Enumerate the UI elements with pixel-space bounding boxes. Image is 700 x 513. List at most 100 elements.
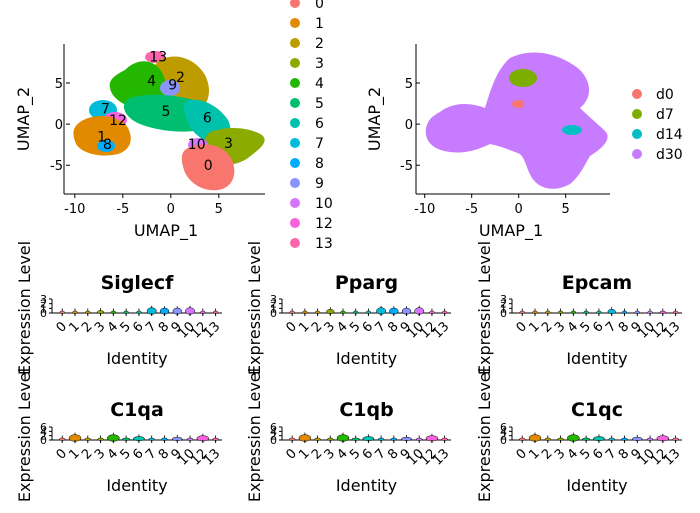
y-tick-label: 3 [270,293,277,306]
legend-label-4: 4 [315,76,324,92]
umap-clusters-y-label: UMAP_2 [14,87,34,151]
umap-timepoint-d30-region [425,52,608,189]
x-tick-label: -5 [465,202,478,217]
legend-swatch-d0 [632,89,642,99]
cluster-label-5: 5 [162,104,171,120]
legend-label-12: 12 [315,216,333,232]
legend-label-d14: d14 [656,127,683,143]
cluster-label-0: 0 [204,158,213,174]
y-tick-label: 2 [270,298,277,311]
x-tick-label: 13 [661,319,683,341]
umap-timepoint-d7-patch [509,69,537,87]
x-tick-label: -10 [64,202,85,217]
violin-y-label: Expression Level [475,368,494,502]
legend-swatch-6 [290,118,300,128]
legend-label-d30: d30 [656,147,683,163]
legend-swatch-2 [290,38,300,48]
cluster-label-6: 6 [203,111,212,127]
legend-label-1: 1 [315,16,324,32]
umap-timepoints-y-ticks: -5 0 5 [400,77,420,174]
y-tick-label: 6 [270,421,277,434]
legend-label-6: 6 [315,116,324,132]
legend-swatch-d7 [632,109,642,119]
legend-swatch-8 [290,158,300,168]
y-tick-label: 2 [40,430,47,443]
legend-swatch-3 [290,58,300,68]
violin-panel-title: C1qa [110,399,164,421]
legend-label-0: 0 [315,0,324,12]
umap-clusters-y-ticks: -5 0 5 [50,77,70,174]
umap-cluster-1-blob [73,116,131,156]
legend-swatch-1 [290,18,300,28]
umap-timepoint-d0-patch [512,100,524,108]
violin-x-label: Identity [106,349,167,368]
violin-x-label: Identity [336,349,397,368]
x-tick-label: 13 [661,446,683,468]
violin-panel-c1qc: C1qc02460123456789101213IdentityExpressi… [475,368,683,502]
umap-timepoints-panel: -10 -5 0 5 -5 0 5 UMAP_1 UMAP_2 d0 d7 d14 d30 [365,44,683,241]
violin-x-label: Identity [566,476,627,495]
umap-cluster-0-blob [181,144,235,191]
cluster-label-9: 9 [168,78,177,94]
cluster-label-1: 1 [97,129,106,145]
legend-swatch-9 [290,178,300,188]
y-tick-label: 2 [500,430,507,443]
violin-panel-pparg: Pparg01230123456789101213IdentityExpress… [245,241,452,375]
x-tick-label: 13 [201,446,223,468]
umap-cluster-9-blob [160,80,180,96]
x-tick-label: 5 [215,202,223,217]
umap-cluster-8-blob [97,140,115,152]
violin-y-label: Expression Level [15,368,34,502]
y-tick-label: -5 [400,159,413,174]
violin-panels: Siglecf01230123456789101213IdentityExpre… [15,241,683,502]
legend-swatch-d30 [632,149,642,159]
legend-label-5: 5 [315,96,324,112]
violin-y-label: Expression Level [15,241,34,375]
legend-label-d0: d0 [656,87,674,103]
violin-panel-title: Pparg [335,272,398,294]
cluster-label-7: 7 [101,101,110,117]
cluster-label-10: 10 [188,137,206,153]
x-tick-label: 0 [515,202,523,217]
x-tick-label: 5 [562,202,570,217]
y-tick-label: 2 [40,298,47,311]
legend-label-3: 3 [315,56,324,72]
cluster-label-3: 3 [224,136,233,152]
y-tick-label: 0 [500,434,507,447]
legend-label-10: 10 [315,196,333,212]
violin-panel-c1qb: C1qb02460123456789101213IdentityExpressi… [245,368,452,502]
cluster-label-8: 8 [103,137,112,153]
y-tick-label: 0 [40,307,47,320]
x-tick-label: -10 [414,202,435,217]
violin-y-label: Expression Level [475,241,494,375]
y-tick-label: 0 [270,307,277,320]
legend-label-d7: d7 [656,107,674,123]
violin-panel-title: Epcam [562,272,632,294]
cluster-label-13: 13 [149,50,167,66]
y-tick-label: 1 [500,302,507,315]
violin-y-label: Expression Level [245,241,264,375]
x-tick-label: 13 [430,446,452,468]
y-tick-label: 1 [270,302,277,315]
legend-swatch-7 [290,138,300,148]
y-tick-label: 5 [405,77,413,92]
y-tick-label: 2 [270,430,277,443]
y-tick-label: 6 [500,421,507,434]
legend-label-8: 8 [315,156,324,172]
y-tick-label: 0 [270,434,277,447]
violin-panel-epcam: Epcam01230123456789101213IdentityExpress… [475,241,683,375]
y-tick-label: 4 [500,425,507,438]
y-tick-label: 0 [500,307,507,320]
x-tick-label: 13 [201,319,223,341]
violin-x-label: Identity [106,476,167,495]
umap-clusters-x-label: UMAP_1 [134,221,198,241]
legend-swatch-0 [290,0,300,8]
x-tick-label: -5 [116,202,129,217]
umap-timepoints-y-label: UMAP_2 [365,87,385,151]
umap-clusters-x-ticks: -10 -5 0 5 [64,194,223,217]
x-tick-label: 0 [167,202,175,217]
y-tick-label: 0 [405,118,413,133]
